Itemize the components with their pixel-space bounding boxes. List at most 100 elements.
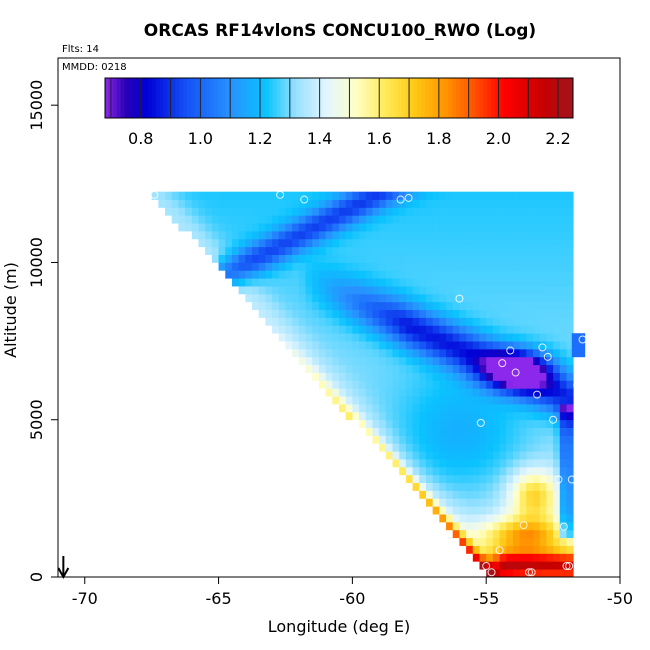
heatmap-cell — [359, 254, 367, 263]
heatmap-cell — [298, 309, 306, 318]
colorbar-swatch — [241, 78, 246, 118]
heatmap-cell — [292, 262, 300, 271]
heatmap-cell — [278, 254, 286, 263]
heatmap-cell — [439, 388, 447, 397]
heatmap-cell — [459, 191, 467, 200]
heatmap-cell — [566, 364, 574, 373]
heatmap-cell — [185, 223, 193, 232]
colorbar-swatch — [553, 78, 558, 118]
heatmap-cell — [533, 529, 541, 539]
heatmap-cell — [452, 396, 460, 405]
heatmap-cell — [559, 262, 567, 271]
heatmap-cell — [546, 348, 554, 358]
heatmap-cell — [318, 333, 327, 342]
heatmap-cell — [452, 490, 460, 499]
heatmap-cell — [392, 293, 400, 303]
heatmap-cell — [479, 348, 487, 358]
heatmap-cell — [305, 293, 313, 303]
heatmap-cell — [332, 341, 340, 350]
heatmap-cell — [405, 474, 413, 484]
heatmap-cell — [312, 207, 320, 216]
heatmap-cell — [439, 427, 447, 436]
heatmap-cell — [492, 466, 500, 476]
heatmap-cell — [399, 262, 407, 271]
heatmap-cell — [466, 356, 474, 366]
heatmap-cell — [365, 278, 373, 287]
heatmap-cell — [365, 293, 373, 303]
colorbar-swatch — [249, 78, 254, 118]
heatmap-cell — [553, 301, 561, 311]
colorbar-swatch — [288, 78, 293, 118]
heatmap-cell — [325, 372, 333, 381]
heatmap-cell — [452, 333, 460, 342]
heatmap-cell — [492, 301, 500, 311]
heatmap-cell — [466, 325, 474, 334]
heatmap-cell — [392, 254, 400, 263]
heatmap-cell — [292, 207, 300, 216]
heatmap-cell — [553, 262, 561, 271]
heatmap-cell — [446, 443, 454, 452]
heatmap-cell — [399, 278, 407, 287]
colorbar-swatch — [253, 78, 258, 118]
heatmap-cell — [459, 309, 467, 318]
heatmap-cell — [439, 482, 447, 491]
heatmap-cell — [425, 482, 434, 491]
heatmap-cell — [258, 262, 266, 271]
heatmap-cell — [559, 506, 567, 515]
heatmap-cell — [533, 191, 541, 200]
heatmap-cell — [546, 333, 554, 342]
heatmap-cell — [533, 521, 541, 531]
colorbar-swatch — [405, 78, 410, 118]
heatmap-cell — [512, 293, 521, 303]
heatmap-cell — [526, 262, 534, 271]
heatmap-cell — [425, 364, 434, 373]
heatmap-cell — [553, 474, 561, 484]
heatmap-cell — [392, 270, 400, 279]
heatmap-cell — [419, 191, 427, 200]
heatmap-cell — [292, 270, 300, 279]
heatmap-cell — [359, 246, 367, 255]
heatmap-cell — [539, 341, 547, 350]
colorbar-swatch — [233, 78, 239, 118]
heatmap-cell — [446, 521, 454, 531]
heatmap-cell — [198, 191, 206, 200]
heatmap-cell — [419, 396, 427, 405]
heatmap-cell — [392, 223, 400, 232]
heatmap-cell — [539, 514, 547, 523]
heatmap-cell — [312, 191, 320, 200]
heatmap-cell — [553, 561, 561, 570]
heatmap-cell — [231, 191, 240, 200]
heatmap-cell — [526, 356, 534, 366]
heatmap-cell — [512, 443, 521, 452]
heatmap-cell — [533, 270, 541, 279]
heatmap-cell — [245, 254, 253, 263]
heatmap-cell — [459, 529, 467, 539]
colorbar-swatch — [354, 78, 359, 118]
heatmap-cell — [372, 404, 380, 413]
heatmap-cell — [419, 451, 427, 460]
heatmap-cell — [385, 254, 393, 263]
heatmap-cell — [539, 286, 547, 295]
heatmap-cell — [559, 254, 567, 263]
heatmap-cell — [352, 380, 360, 389]
colorbar: 0.8 1.0 1.2 1.4 1.6 1.8 2.0 2.2 — [104, 77, 574, 148]
heatmap-cell — [272, 325, 280, 334]
heatmap-cell — [539, 270, 547, 279]
heatmap-cell — [292, 199, 300, 208]
heatmap-cell — [211, 246, 219, 255]
heatmap-cell — [178, 223, 186, 232]
heatmap-cell — [412, 262, 420, 271]
heatmap-cell — [539, 388, 547, 397]
colorbar-swatch — [498, 78, 504, 118]
heatmap-cell — [559, 309, 567, 318]
heatmap-cell — [553, 529, 561, 539]
heatmap-cell — [258, 231, 266, 240]
heatmap-cell — [539, 427, 547, 436]
colorbar-swatch — [444, 78, 449, 118]
heatmap-cell — [533, 396, 541, 405]
colorbar-swatch — [565, 78, 570, 118]
heatmap-cell — [499, 254, 507, 263]
heatmap-cell — [533, 254, 541, 263]
heatmap-cell — [332, 380, 340, 389]
heatmap-cell — [566, 207, 574, 216]
